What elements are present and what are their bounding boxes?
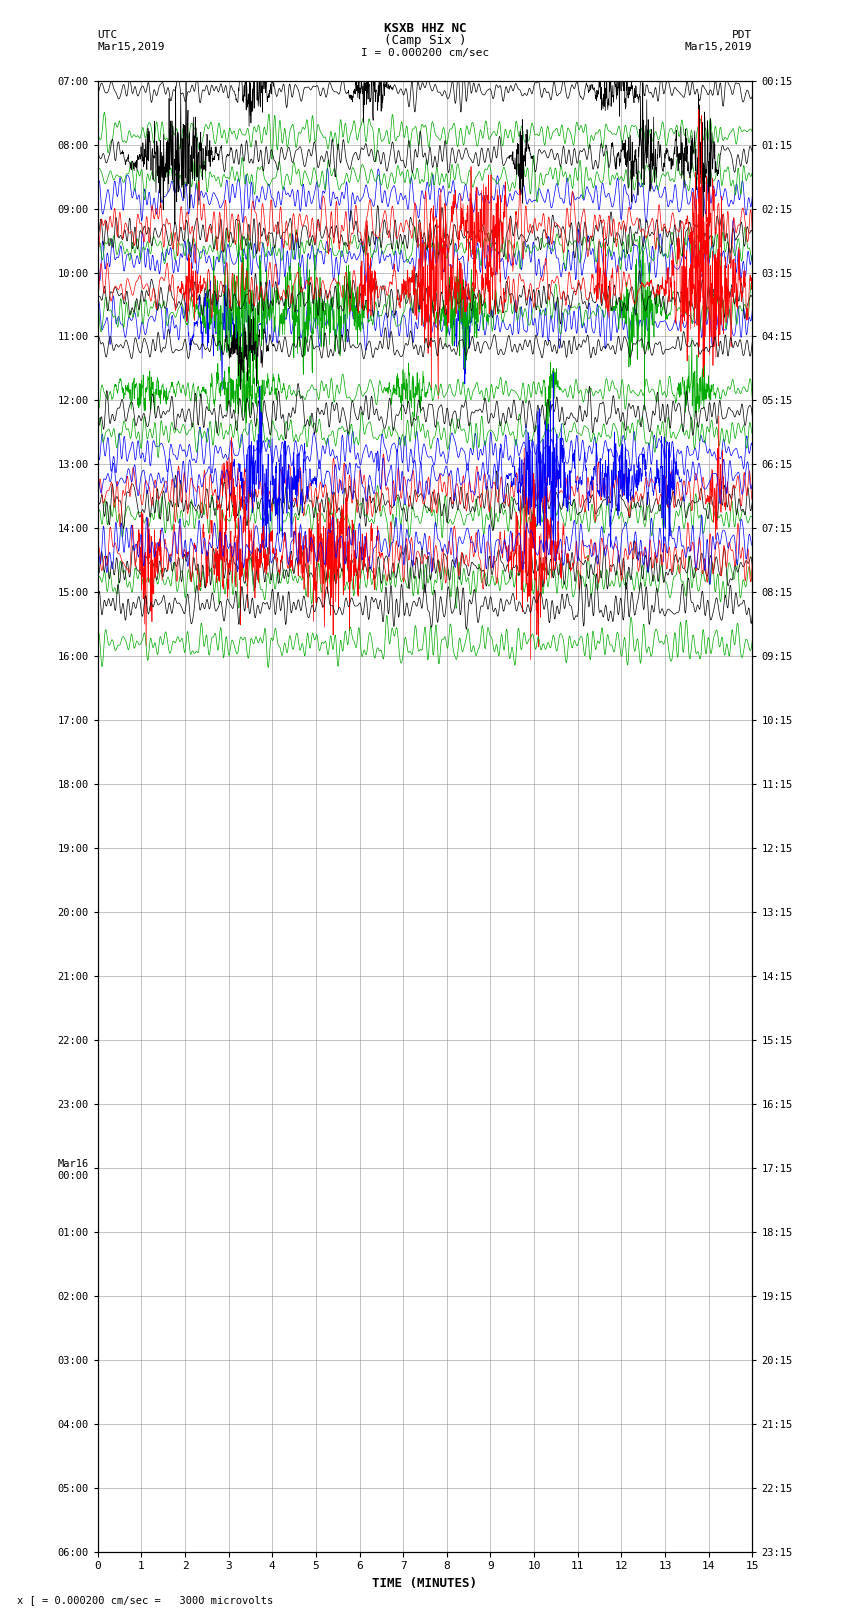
Text: KSXB HHZ NC: KSXB HHZ NC — [383, 23, 467, 35]
Text: UTC: UTC — [98, 31, 118, 40]
X-axis label: TIME (MINUTES): TIME (MINUTES) — [372, 1578, 478, 1590]
Text: (Camp Six ): (Camp Six ) — [383, 34, 467, 47]
Text: Mar15,2019: Mar15,2019 — [98, 42, 165, 52]
Text: Mar15,2019: Mar15,2019 — [685, 42, 752, 52]
Text: I = 0.000200 cm/sec: I = 0.000200 cm/sec — [361, 48, 489, 58]
Text: x [ = 0.000200 cm/sec =   3000 microvolts: x [ = 0.000200 cm/sec = 3000 microvolts — [17, 1595, 273, 1605]
Text: PDT: PDT — [732, 31, 752, 40]
